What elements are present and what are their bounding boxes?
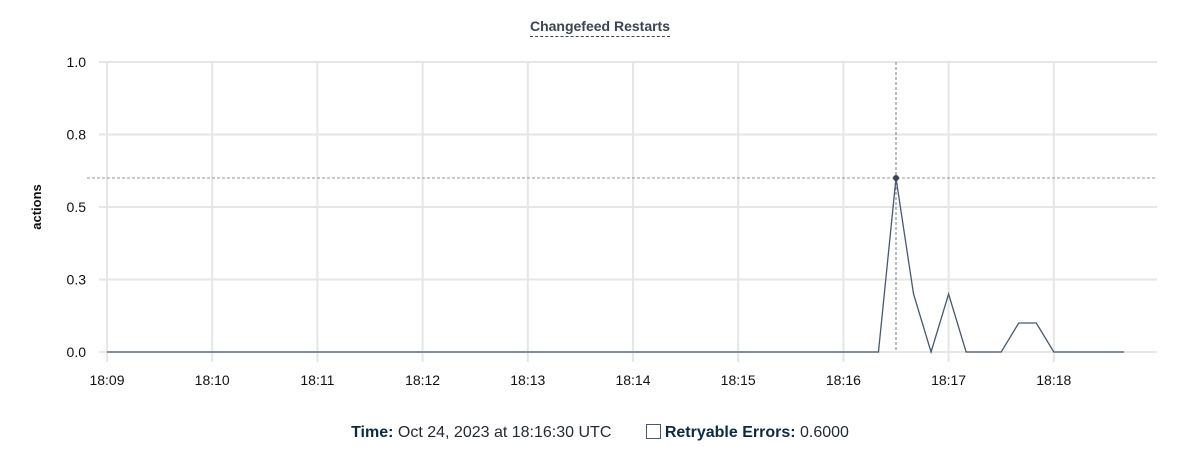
y-tick-label: 1.0: [67, 54, 87, 70]
y-tick-label: 0.3: [67, 272, 87, 288]
time-value: Oct 24, 2023 at 18:16:30 UTC: [397, 424, 612, 441]
x-tick-label: 18:18: [1036, 372, 1071, 388]
chart-title[interactable]: Changefeed Restarts: [529, 18, 671, 37]
y-axis-label: actions: [29, 184, 44, 230]
y-tick-label: 0.8: [67, 127, 87, 143]
x-tick-label: 18:12: [405, 372, 440, 388]
x-tick-label: 18:14: [615, 372, 650, 388]
x-tick-label: 18:09: [89, 372, 124, 388]
hover-point: [893, 175, 899, 181]
series-label: Retryable Errors:: [664, 424, 796, 441]
legend: Time: Oct 24, 2023 at 18:16:30 UTC Retry…: [0, 424, 1200, 442]
y-tick-label: 0.5: [67, 199, 87, 215]
series-checkbox[interactable]: [645, 424, 661, 439]
x-tick-label: 18:17: [931, 372, 966, 388]
x-tick-label: 18:13: [510, 372, 545, 388]
series-line: [107, 177, 1124, 355]
time-label: Time:: [351, 424, 394, 441]
x-tick-label: 18:16: [826, 372, 861, 388]
x-tick-label: 18:10: [195, 372, 230, 388]
x-tick-label: 18:11: [300, 372, 334, 388]
y-tick-label: 0.0: [67, 344, 87, 360]
series-value: 0.6000: [800, 424, 849, 441]
x-tick-label: 18:15: [721, 372, 756, 388]
